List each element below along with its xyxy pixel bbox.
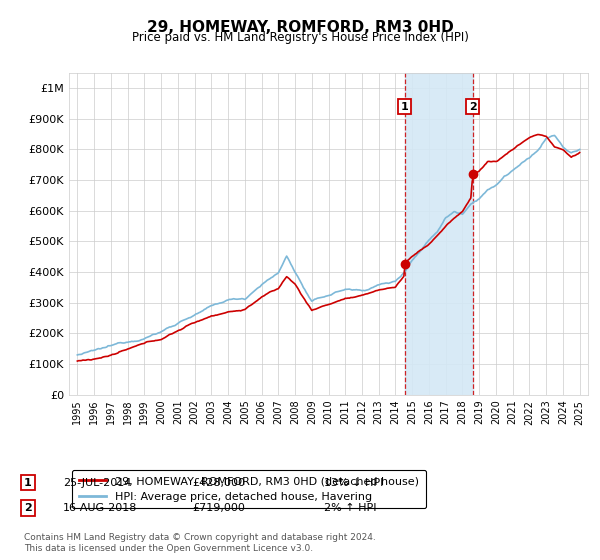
Text: Price paid vs. HM Land Registry's House Price Index (HPI): Price paid vs. HM Land Registry's House … — [131, 31, 469, 44]
Text: 2: 2 — [24, 503, 32, 513]
Bar — [405, 73, 473, 395]
Text: 1: 1 — [24, 478, 32, 488]
Text: Contains HM Land Registry data © Crown copyright and database right 2024.
This d: Contains HM Land Registry data © Crown c… — [24, 533, 376, 553]
Text: 1: 1 — [401, 101, 409, 111]
Text: 2% ↑ HPI: 2% ↑ HPI — [324, 503, 377, 513]
Legend: 29, HOMEWAY, ROMFORD, RM3 0HD (detached house), HPI: Average price, detached hou: 29, HOMEWAY, ROMFORD, RM3 0HD (detached … — [72, 470, 426, 508]
Text: £719,000: £719,000 — [192, 503, 245, 513]
Text: 25-JUL-2014: 25-JUL-2014 — [63, 478, 131, 488]
Text: 16-AUG-2018: 16-AUG-2018 — [63, 503, 137, 513]
Text: 29, HOMEWAY, ROMFORD, RM3 0HD: 29, HOMEWAY, ROMFORD, RM3 0HD — [146, 20, 454, 35]
Text: 13% ↓ HPI: 13% ↓ HPI — [324, 478, 383, 488]
Text: 2: 2 — [469, 101, 476, 111]
Text: £428,000: £428,000 — [192, 478, 245, 488]
